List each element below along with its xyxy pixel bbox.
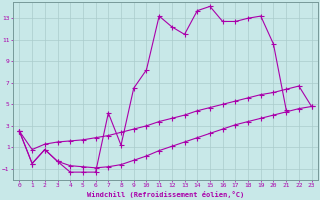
X-axis label: Windchill (Refroidissement éolien,°C): Windchill (Refroidissement éolien,°C) bbox=[87, 191, 244, 198]
